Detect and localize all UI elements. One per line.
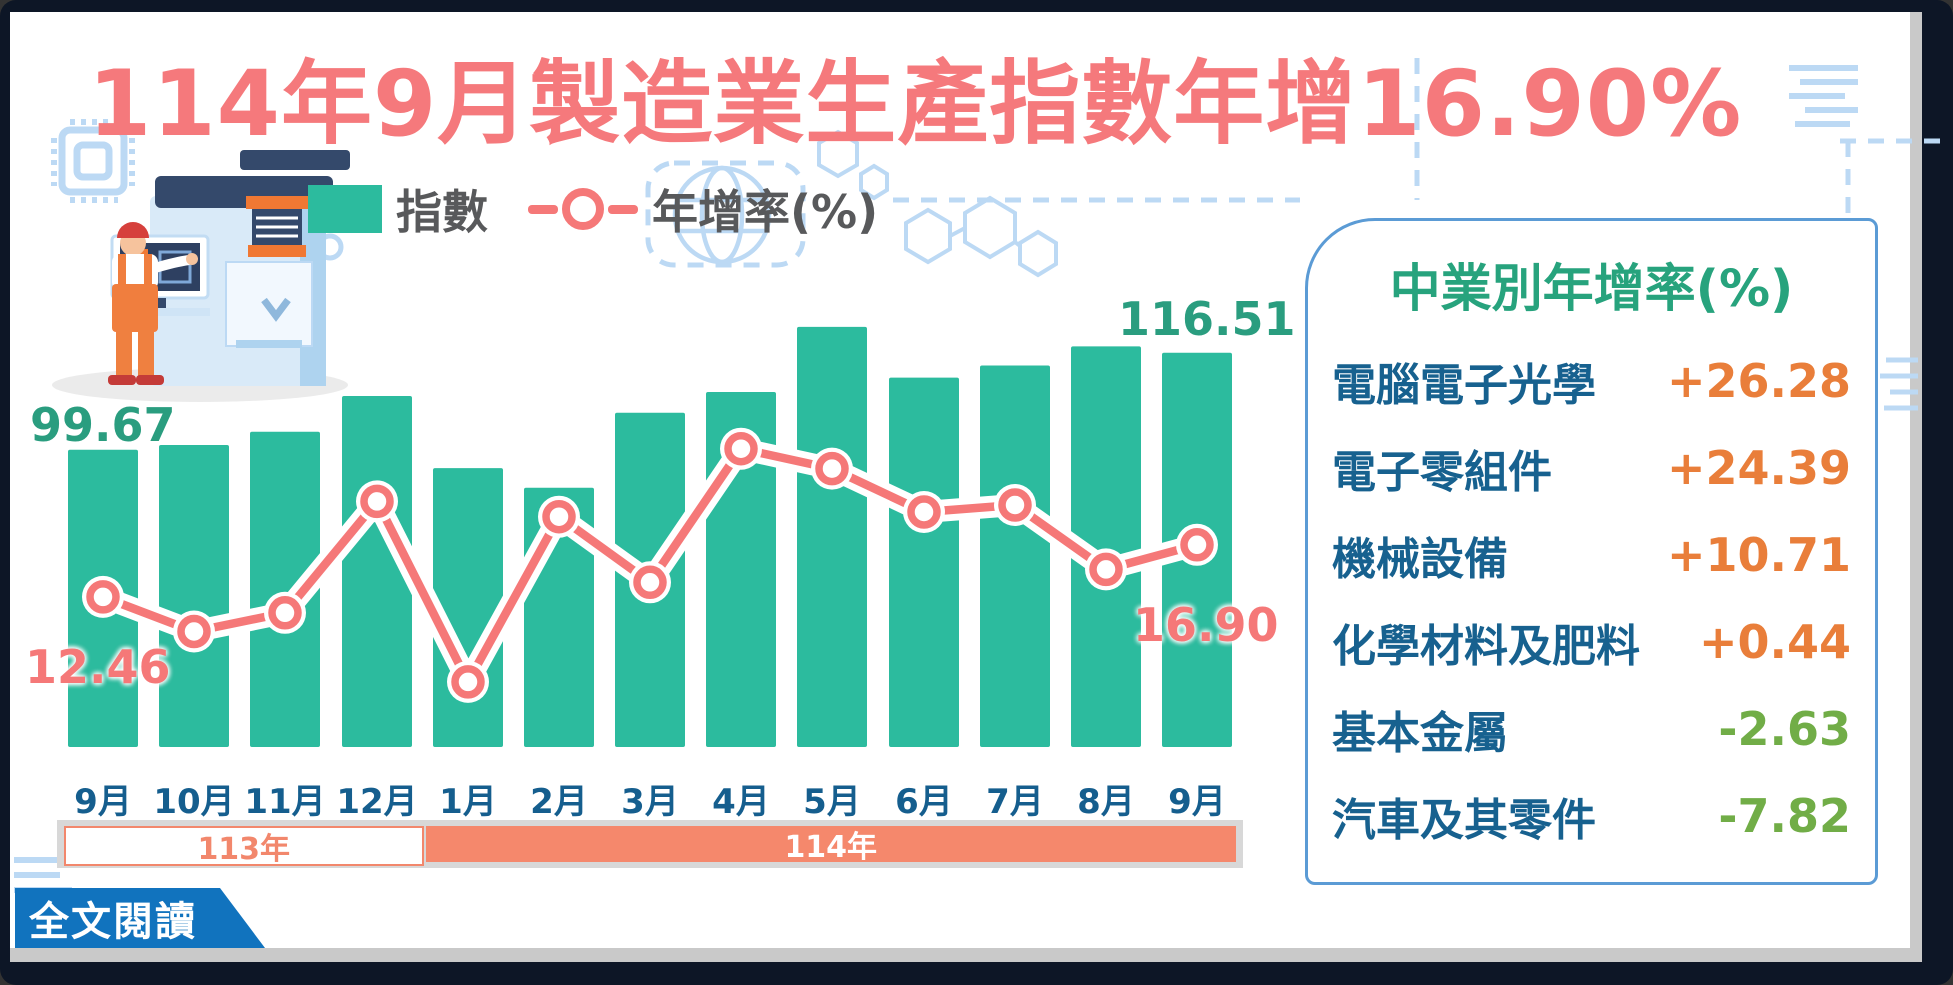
month-label-8月: 8月 <box>1077 782 1135 822</box>
index-bar-8月 <box>1071 346 1141 747</box>
industry-row: 基本金屬 -2.63 <box>1332 685 1851 772</box>
yoy-marker-7月 <box>998 488 1032 522</box>
index-bar-11月 <box>250 431 320 747</box>
year-band-114年: 114年 <box>425 826 1236 865</box>
month-label-4月: 4月 <box>712 782 770 822</box>
panel-title: 中業別年增率(%) <box>1389 260 1794 319</box>
month-label-5月: 5月 <box>803 782 861 822</box>
industry-value: +0.44 <box>1698 614 1851 669</box>
year-band-113年: 113年 <box>64 826 424 867</box>
lines-decor-right <box>1880 357 1918 411</box>
industry-row: 機械設備 +10.71 <box>1332 511 1851 598</box>
yoy-marker-2月 <box>542 499 576 534</box>
lines-decor-top-right <box>1789 65 1858 127</box>
industry-value: -2.63 <box>1718 701 1851 756</box>
yoy-marker-6月 <box>907 495 941 529</box>
industry-row: 電子零組件 +24.39 <box>1332 424 1851 511</box>
yoy-marker-12月 <box>360 484 394 519</box>
industry-row: 汽車及其零件 -7.82 <box>1332 772 1851 859</box>
line-dash-icon <box>608 204 638 214</box>
industry-value: -7.82 <box>1718 788 1851 843</box>
month-label-6月: 6月 <box>895 782 953 822</box>
legend-line-label: 年增率(%) <box>652 185 879 239</box>
panel-rows: 電腦電子光學 +26.28 電子零組件 +24.39 機械設備 +10.71 化學材料及肥料… <box>1308 327 1875 859</box>
month-label-2月: 2月 <box>530 782 588 822</box>
month-label-3月: 3月 <box>621 782 679 822</box>
month-label-12月: 12月 <box>336 782 418 822</box>
yoy-marker-4月 <box>724 431 758 466</box>
read-more-label: 全文閱讀 <box>29 899 197 945</box>
yoy-marker-9月 <box>1180 528 1214 562</box>
index-bar-5月 <box>797 326 867 747</box>
industry-label: 電腦電子光學 <box>1332 359 1596 411</box>
month-label-9月: 9月 <box>1168 782 1226 822</box>
legend-bar-label: 指數 <box>396 185 488 239</box>
industry-row: 電腦電子光學 +26.28 <box>1332 337 1851 424</box>
cpu-chip-icon <box>51 119 135 203</box>
index-bar-swatch <box>308 185 382 233</box>
yoy-marker-11月 <box>268 596 302 630</box>
industry-value: +26.28 <box>1666 353 1851 408</box>
index-bar-7月 <box>980 365 1050 747</box>
industry-value: +10.71 <box>1666 527 1851 582</box>
yoy-marker-9月 <box>86 580 120 614</box>
month-label-11月: 11月 <box>244 782 326 822</box>
hexagon-molecule-icon <box>817 129 1058 278</box>
index-bar-6月 <box>889 377 959 747</box>
worker-at-machine-illustration <box>52 150 350 402</box>
yoy-marker-1月 <box>451 665 485 699</box>
line-marker-icon <box>562 188 604 230</box>
index-bar-1月 <box>433 468 503 747</box>
index-bar-10月 <box>159 445 229 747</box>
industry-label: 化學材料及肥料 <box>1332 620 1640 672</box>
page-title: 114年9月製造業生產指數年增16.90% <box>88 52 1743 157</box>
first-line-value-label: 12.46 <box>25 640 171 694</box>
industry-label: 基本金屬 <box>1332 707 1508 759</box>
yoy-line-swatch <box>528 188 638 230</box>
month-label-7月: 7月 <box>986 782 1044 822</box>
index-bars <box>68 326 1232 747</box>
right-shadow-strip <box>1910 12 1922 962</box>
yoy-marker-8月 <box>1089 552 1123 587</box>
month-label-9月: 9月 <box>74 782 132 822</box>
industry-value: +24.39 <box>1666 440 1851 495</box>
last-bar-value-label: 116.51 <box>1118 292 1296 346</box>
industry-label: 汽車及其零件 <box>1332 794 1596 846</box>
yoy-marker-5月 <box>815 451 849 486</box>
index-bar-12月 <box>342 396 412 747</box>
line-dash-icon <box>528 204 558 214</box>
chart-legend: 指數 年增率(%) <box>308 183 878 239</box>
month-label-10月: 10月 <box>153 782 235 822</box>
yoy-marker-3月 <box>633 565 667 600</box>
first-bar-value-label: 99.67 <box>30 398 176 452</box>
month-label-1月: 1月 <box>439 782 497 822</box>
yoy-marker-10月 <box>177 614 211 649</box>
read-more-button[interactable]: 全文閱讀 <box>15 888 265 948</box>
industry-label: 機械設備 <box>1332 533 1508 585</box>
industry-label: 電子零組件 <box>1332 446 1552 498</box>
yoy-growth-line <box>82 427 1218 703</box>
globe-icon <box>672 165 772 265</box>
last-line-value-label: 16.90 <box>1133 598 1279 652</box>
industry-row: 化學材料及肥料 +0.44 <box>1332 598 1851 685</box>
industry-growth-panel: 中業別年增率(%) 電腦電子光學 +26.28 電子零組件 +24.39 機械設備 +10… <box>1305 218 1878 885</box>
bottom-shadow-strip <box>10 948 1910 962</box>
